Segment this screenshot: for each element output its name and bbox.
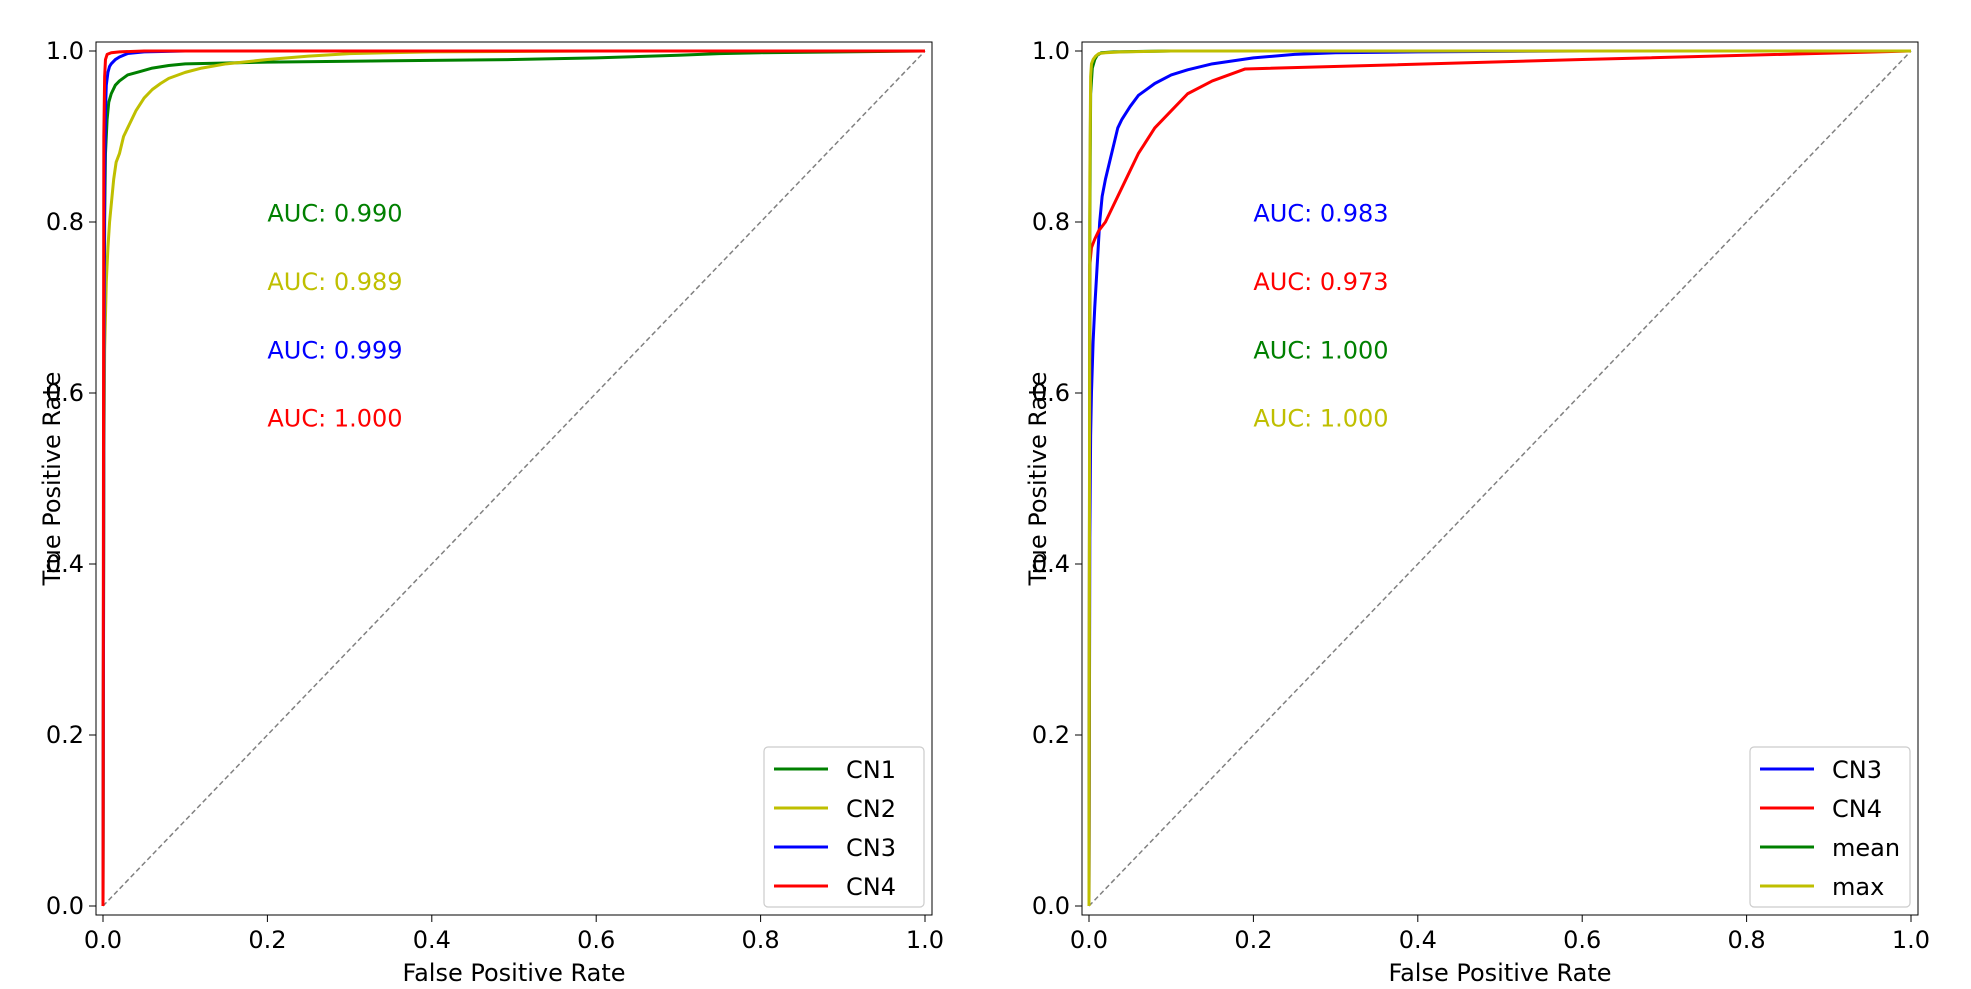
series-line-max (1087, 49, 1911, 907)
auc-label-cn3: AUC: 0.999 (267, 336, 402, 364)
y-tick-label: 0.4 (46, 550, 84, 578)
x-axis-label: False Positive Rate (402, 959, 625, 987)
y-tick-label: 0.0 (46, 892, 84, 920)
legend-label-max: max (1832, 873, 1884, 901)
series-line-cn4 (1087, 49, 1912, 907)
auc-label-cn4: AUC: 0.973 (1253, 268, 1388, 296)
y-axis-label: True Positive Rate (38, 372, 66, 587)
auc-label-max: AUC: 1.000 (1253, 405, 1388, 433)
x-tick-label: 0.0 (1070, 926, 1108, 954)
x-tick-label: 0.4 (413, 926, 451, 954)
y-tick-label: 1.0 (46, 37, 84, 65)
legend-label-cn4: CN4 (846, 873, 896, 901)
x-tick-label: 0.2 (248, 926, 286, 954)
x-tick-label: 0.8 (1728, 926, 1766, 954)
y-tick-label: 1.0 (1032, 37, 1070, 65)
roc-chart-right: 0.0 0.2 0.4 0.6 0.8 1.0 0.0 0.2 0.4 0.6 0.8 1.0 Fals… (1024, 37, 1930, 987)
y-tick-label: 0.2 (46, 721, 84, 749)
series-line-cn1 (101, 49, 926, 907)
y-tick-label: 0.6 (1032, 379, 1070, 407)
auc-label-cn2: AUC: 0.989 (267, 268, 402, 296)
legend-label-mean: mean (1832, 834, 1900, 862)
reference-diagonal (1088, 50, 1912, 907)
y-tick-label: 0.2 (1032, 721, 1070, 749)
y-tick-label: 0.0 (1032, 892, 1070, 920)
x-tick-label: 0.2 (1234, 926, 1272, 954)
series-line-cn2 (101, 49, 925, 907)
x-tick-label: 1.0 (1892, 926, 1930, 954)
auc-label-cn1: AUC: 0.990 (267, 199, 402, 227)
auc-label-mean: AUC: 1.000 (1253, 336, 1388, 364)
legend-box (763, 746, 925, 908)
x-tick-label: 0.6 (577, 926, 615, 954)
auc-label-cn3: AUC: 0.983 (1253, 199, 1388, 227)
y-tick-label: 0.8 (1032, 208, 1070, 236)
series-line-cn3 (1087, 49, 1911, 907)
y-axis-label: True Positive Rate (1024, 372, 1052, 587)
legend-label-cn1: CN1 (846, 756, 896, 784)
x-tick-label: 0.0 (84, 926, 122, 954)
auc-label-cn4: AUC: 1.000 (267, 405, 402, 433)
y-tick-label: 0.6 (46, 379, 84, 407)
legend-label-cn4: CN4 (1832, 795, 1882, 823)
legend-label-cn3: CN3 (1832, 756, 1882, 784)
x-tick-label: 0.4 (1399, 926, 1437, 954)
x-tick-label: 0.8 (742, 926, 780, 954)
legend-box (1749, 746, 1911, 908)
x-tick-label: 1.0 (906, 926, 944, 954)
roc-chart-left: 0.0 0.2 0.4 0.6 0.8 1.0 0.0 0.2 0.4 0.6 0.8 1.0 Fals… (38, 37, 944, 987)
y-tick-label: 0.8 (46, 208, 84, 236)
x-axis-label: False Positive Rate (1388, 959, 1611, 987)
reference-diagonal (102, 50, 926, 907)
x-tick-label: 0.6 (1563, 926, 1601, 954)
legend-label-cn3: CN3 (846, 834, 896, 862)
legend-label-cn2: CN2 (846, 795, 896, 823)
y-tick-label: 0.4 (1032, 550, 1070, 578)
series-line-cn4 (101, 49, 925, 907)
